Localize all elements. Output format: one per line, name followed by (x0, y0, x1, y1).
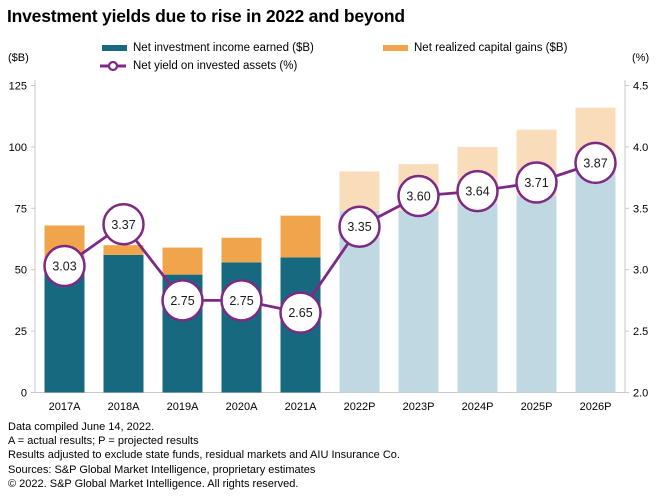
right-axis-tick-label: 3.0 (633, 265, 648, 277)
footnote-adjustments: Results adjusted to exclude state funds,… (8, 449, 400, 462)
yield-marker-2026P (574, 141, 617, 185)
left-axis-tick-label: 50 (15, 265, 27, 277)
yield-value-label-2022P: 3.35 (347, 220, 371, 234)
left-axis-tick-label: 75 (15, 203, 27, 215)
right-axis-tick-label: 4.5 (633, 81, 648, 93)
gains-swatch-icon (383, 45, 408, 51)
yield-marker-2022P (338, 205, 381, 248)
legend-item-yield: Net yield on invested assets (%) (99, 60, 297, 72)
yield-value-label-2026P: 3.87 (583, 156, 607, 170)
chart-footnotes: Data compiled June 14, 2022. A = actual … (8, 420, 400, 491)
left-axis-tick-label: 25 (15, 326, 27, 338)
yield-marker-2024P (456, 169, 499, 213)
x-axis-label-2024P: 2024P (462, 401, 494, 413)
income-bar-2023P (398, 210, 439, 393)
right-axis-tick-label: 4.0 (633, 142, 648, 154)
left-axis-tick-label: 125 (9, 81, 27, 93)
income-swatch-icon (102, 45, 127, 51)
footnote-legend-key: A = actual results; P = projected result… (8, 435, 199, 448)
x-axis-label-2020A: 2020A (226, 401, 258, 413)
legend-item-gains: Net realized capital gains ($B) (383, 42, 567, 54)
yield-marker-2018A (102, 203, 145, 246)
chart-title: Investment yields due to rise in 2022 an… (7, 6, 405, 26)
combo-chart: 125 100 75 50 25 0 4.5 4.0 3.5 3.0 2.5 2.0 2017A 2018… (9, 80, 648, 413)
yield-line (63, 161, 596, 315)
x-axis-label-2022P: 2022P (344, 401, 376, 413)
right-axis-tick-label: 3.5 (633, 203, 648, 215)
gains-bar-2021A (280, 215, 321, 258)
legend-item-income: Net investment income earned ($B) (102, 42, 314, 54)
right-axis-unit: (%) (632, 52, 650, 64)
x-axis-label-2018A: 2018A (108, 401, 140, 413)
yield-value-label-2024P: 3.64 (465, 185, 489, 199)
gains-bar-2022P (339, 171, 380, 211)
left-axis-tick-label: 100 (9, 142, 27, 154)
x-axis-label-2019A: 2019A (167, 401, 199, 413)
legend-label-gains: Net realized capital gains ($B) (414, 42, 568, 54)
yield-value-label-2017A: 3.03 (52, 260, 76, 274)
yield-value-label-2020A: 2.75 (229, 294, 253, 308)
footnote-copyright: © 2022. S&P Global Market Intelligence. … (8, 477, 299, 490)
right-axis-tick-label: 2.5 (633, 326, 648, 338)
x-axis-label-2021A: 2021A (285, 401, 317, 413)
yield-marker-2025P (515, 161, 558, 204)
x-axis-label-2025P: 2025P (521, 401, 553, 413)
yield-marker-2023P (397, 174, 440, 218)
income-bar-2024P (457, 203, 498, 393)
gains-bar-2018A (103, 245, 144, 255)
yield-value-label-2025P: 3.71 (524, 176, 548, 190)
gains-bar-2020A (221, 237, 262, 263)
legend-label-yield: Net yield on invested assets (%) (133, 60, 298, 72)
yield-value-label-2021A: 2.65 (288, 306, 312, 320)
yield-value-label-2019A: 2.75 (170, 294, 194, 308)
income-bar-2025P (516, 196, 557, 393)
yield-marker-2020A (220, 279, 263, 322)
left-axis-tick-label: 0 (21, 388, 27, 400)
footnote-sources: Sources: S&P Global Market Intelligence,… (8, 463, 316, 476)
income-bar-2026P (575, 166, 616, 393)
chart-plot-area: 125 100 75 50 25 0 4.5 4.0 3.5 3.0 2.5 2.0 2017A 2018… (0, 78, 660, 423)
yield-marker-2021A (279, 291, 322, 334)
x-axis-label-2017A: 2017A (49, 401, 81, 413)
income-bar-2017A (44, 272, 85, 393)
right-axis-tick-label: 2.0 (633, 388, 648, 400)
yield-marker-2019A (161, 279, 204, 322)
footnote-compiled: Data compiled June 14, 2022. (8, 421, 155, 433)
yield-value-label-2018A: 3.37 (111, 218, 135, 232)
income-bar-2018A (103, 254, 144, 393)
gains-bar-2019A (162, 247, 203, 275)
x-axis-label-2023P: 2023P (403, 401, 435, 413)
x-axis-label-2026P: 2026P (580, 401, 612, 413)
legend-label-income: Net investment income earned ($B) (133, 42, 314, 54)
yield-value-label-2023P: 3.60 (406, 190, 430, 204)
left-axis-unit: ($B) (8, 52, 29, 64)
line-open-circle-icon (100, 60, 126, 72)
yield-marker-2017A (43, 244, 86, 288)
